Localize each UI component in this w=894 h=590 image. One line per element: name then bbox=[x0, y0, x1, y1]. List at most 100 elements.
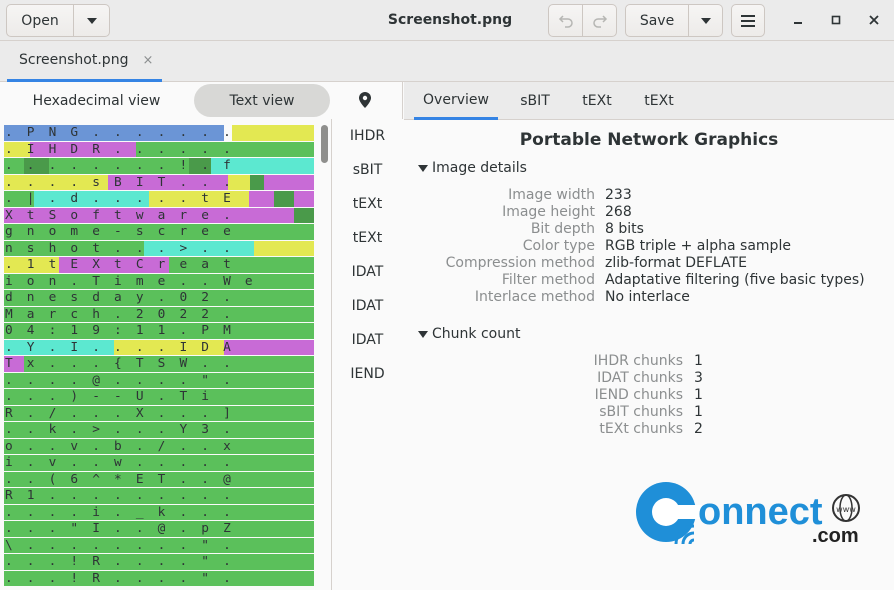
byte-highlight bbox=[108, 174, 228, 190]
tab-bar: Screenshot.png × bbox=[0, 41, 894, 82]
text-view-row: . . . . i . _ k . . . bbox=[4, 504, 314, 522]
text-view-row: . I H D R . . . . . . bbox=[4, 141, 314, 159]
property-key: tEXt chunks bbox=[599, 421, 683, 437]
chunk-item-idat[interactable]: IDAT bbox=[351, 264, 384, 280]
byte-highlight bbox=[4, 438, 314, 454]
byte-highlight bbox=[4, 356, 24, 372]
tab-screenshot[interactable]: Screenshot.png × bbox=[7, 41, 162, 82]
text-view-row: R . / . . . X . . . ] bbox=[4, 405, 314, 423]
minimize-button[interactable] bbox=[788, 10, 808, 30]
text-view-line: T x . . . { T S W . . bbox=[5, 356, 234, 371]
hex-view-button[interactable]: Hexadecimal view bbox=[32, 92, 161, 109]
byte-highlight bbox=[274, 191, 294, 207]
section-label: Chunk count bbox=[432, 326, 521, 342]
image-details-section[interactable]: Image details bbox=[418, 160, 527, 176]
byte-highlight bbox=[254, 240, 314, 256]
byte-highlight bbox=[4, 339, 114, 355]
text-view-line: . 1 t E X t C r e a t bbox=[5, 257, 234, 272]
byte-highlight bbox=[224, 339, 314, 355]
byte-highlight bbox=[149, 191, 249, 207]
chunk-item-idat[interactable]: IDAT bbox=[351, 332, 384, 348]
save-label: Save bbox=[639, 12, 675, 29]
byte-highlight bbox=[4, 290, 314, 306]
scrollbar[interactable] bbox=[321, 125, 328, 163]
text-view-line: g n o m e - s c r e e bbox=[5, 224, 234, 239]
open-button[interactable]: Open bbox=[6, 4, 74, 37]
property-value: 8 bits bbox=[605, 221, 644, 237]
text-view-row: \ . . . . . . . . " . bbox=[4, 537, 314, 555]
text-view-row: . . k . > . . . Y 3 . bbox=[4, 422, 314, 439]
save-button[interactable]: Save bbox=[625, 4, 689, 37]
property-key: Filter method bbox=[501, 272, 595, 288]
byte-highlight bbox=[294, 207, 314, 223]
text-view-line: . . . ) - - U . T i bbox=[5, 389, 213, 404]
byte-highlight bbox=[144, 240, 254, 256]
hamburger-icon bbox=[741, 14, 755, 27]
text-view-line: R 1 . . . . . . . . . bbox=[5, 488, 234, 503]
chunk-item-ihdr[interactable]: IHDR bbox=[349, 128, 386, 144]
chevron-down-icon bbox=[86, 17, 97, 24]
property-key: IDAT chunks bbox=[597, 370, 683, 386]
chevron-down-icon bbox=[700, 17, 711, 24]
tab-text-1[interactable]: tEXt bbox=[582, 93, 612, 109]
left-pane: Hexadecimal view Text view . P N G . . .… bbox=[0, 82, 403, 590]
byte-highlight bbox=[4, 405, 314, 421]
text-view-row: i o n . T i m e . . W e bbox=[4, 273, 314, 291]
chunk-item-text[interactable]: tEXt bbox=[352, 230, 383, 246]
property-value: No interlace bbox=[605, 289, 690, 305]
chunk-item-text[interactable]: tEXt bbox=[352, 196, 383, 212]
redo-button[interactable] bbox=[583, 4, 617, 37]
text-view-line: M a r c h . 2 0 2 2 . bbox=[5, 306, 234, 322]
byte-highlight bbox=[136, 141, 314, 157]
chunk-item-sbit[interactable]: sBIT bbox=[352, 162, 383, 178]
byte-highlight bbox=[264, 174, 314, 190]
detail-tabs: Overview sBIT tEXt tEXt bbox=[404, 82, 894, 120]
save-menu-button[interactable] bbox=[689, 4, 723, 37]
property-key: Image width bbox=[508, 187, 595, 203]
tab-sbit[interactable]: sBIT bbox=[520, 93, 550, 109]
byte-highlight bbox=[4, 422, 314, 438]
right-pane: Overview sBIT tEXt tEXt Portable Network… bbox=[404, 82, 894, 590]
property-key: Interlace method bbox=[474, 289, 595, 305]
text-view-line: . . . ! R . . . . " . bbox=[5, 554, 234, 569]
byte-highlight bbox=[4, 224, 314, 240]
open-label: Open bbox=[21, 12, 59, 29]
text-view-area[interactable]: . P N G . . . . . . .. I H D R . . . . .… bbox=[4, 125, 314, 590]
text-view-line: . . . . i . _ k . . . bbox=[5, 504, 234, 520]
byte-highlight bbox=[4, 521, 314, 537]
header-bar: Open Screenshot.png Save bbox=[0, 0, 894, 41]
watermark-domain: .com bbox=[812, 525, 859, 547]
text-view-row: i . v . . w . . . . . bbox=[4, 455, 314, 472]
text-view-line: R . / . . . X . . . ] bbox=[5, 405, 234, 421]
chunk-item-iend[interactable]: IEND bbox=[350, 366, 385, 382]
undo-button[interactable] bbox=[548, 4, 583, 37]
property-value: 1 bbox=[694, 387, 703, 403]
property-key: Bit depth bbox=[530, 221, 595, 237]
text-view-line: n s h o t . . . > . . bbox=[5, 240, 234, 256]
property-key: IHDR chunks bbox=[593, 353, 683, 369]
tab-close-icon[interactable]: × bbox=[142, 52, 154, 68]
close-window-button[interactable] bbox=[864, 10, 884, 30]
tab-overview[interactable]: Overview bbox=[414, 82, 498, 120]
location-pin-icon[interactable] bbox=[356, 91, 374, 109]
text-view-button[interactable]: Text view bbox=[194, 84, 330, 117]
property-value: Adaptative filtering (five basic types) bbox=[605, 272, 865, 288]
text-view-line: \ . . . . . . . . " . bbox=[5, 537, 234, 553]
chunk-item-idat[interactable]: IDAT bbox=[351, 298, 384, 314]
property-value: RGB triple + alpha sample bbox=[605, 238, 791, 254]
text-view-line: . . . " I . . @ . p Z bbox=[5, 521, 234, 536]
byte-highlight bbox=[4, 273, 314, 289]
open-menu-button[interactable] bbox=[74, 4, 110, 37]
maximize-button[interactable] bbox=[826, 10, 846, 30]
byte-highlight bbox=[4, 207, 294, 223]
text-view-line: 0 4 : 1 9 : 1 1 . P M bbox=[5, 323, 234, 338]
text-view-row: . 1 t E X t C r e a t bbox=[4, 257, 314, 274]
tab-text-2[interactable]: tEXt bbox=[644, 93, 674, 109]
property-value: 2 bbox=[694, 421, 703, 437]
maximize-icon bbox=[831, 15, 841, 25]
text-view-line: . . . . . . . . ! . f bbox=[5, 158, 234, 173]
main-menu-button[interactable] bbox=[731, 4, 765, 37]
format-heading: Portable Network Graphics bbox=[519, 130, 779, 150]
byte-highlight bbox=[4, 372, 314, 388]
chunk-count-section[interactable]: Chunk count bbox=[418, 326, 520, 342]
